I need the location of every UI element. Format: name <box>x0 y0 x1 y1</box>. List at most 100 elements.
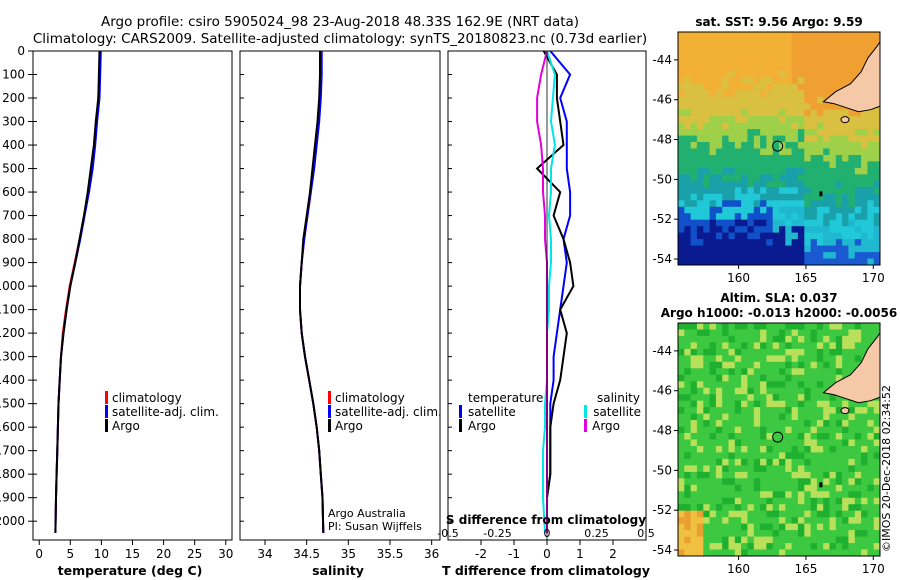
map-cell <box>785 174 793 182</box>
map-cell <box>861 155 868 163</box>
map-cell <box>766 355 774 363</box>
map-cell <box>804 426 812 434</box>
map-cell <box>722 348 730 356</box>
map-cell <box>678 174 685 182</box>
map-cell <box>741 200 748 208</box>
map-cell <box>760 368 767 376</box>
map-cell <box>684 122 692 130</box>
depth-tick-label: 400 <box>2 138 25 152</box>
map-cell <box>848 497 856 505</box>
map-cell <box>715 70 723 78</box>
map-cell <box>867 407 875 415</box>
map-cell <box>678 38 685 46</box>
map-cell <box>816 426 824 434</box>
map-cell <box>867 155 875 163</box>
map-cell <box>797 368 805 376</box>
map-cell <box>842 446 849 454</box>
map-cell <box>728 387 736 395</box>
map-cell <box>772 439 780 447</box>
map-cell <box>690 57 698 65</box>
map-cell <box>848 323 856 331</box>
map-cell <box>829 471 837 479</box>
map-cell <box>804 530 812 538</box>
map-cell <box>741 116 748 124</box>
map-cell <box>741 252 748 260</box>
map-cell <box>779 413 786 421</box>
map-cell <box>703 510 711 518</box>
map-cell <box>848 368 856 376</box>
map-cell <box>854 174 862 182</box>
map-cell <box>797 219 805 227</box>
map-cell <box>753 543 761 551</box>
map-cell <box>772 129 780 137</box>
map-cell <box>848 155 856 163</box>
map-cell <box>867 122 875 130</box>
map-cell <box>734 348 742 356</box>
map-cell <box>823 44 831 52</box>
sst-map-title: sat. SST: 9.56 Argo: 9.59 <box>695 15 862 29</box>
map-cell <box>823 239 831 247</box>
series-line-climatology <box>54 51 102 533</box>
map-cell <box>684 83 692 91</box>
map-cell <box>760 70 767 78</box>
map-cell <box>867 465 875 473</box>
map-cell <box>816 523 824 531</box>
map-cell <box>842 252 849 260</box>
map-cell <box>861 252 868 260</box>
map-cell <box>703 206 711 214</box>
map-cell <box>835 452 843 460</box>
map-cell <box>772 530 780 538</box>
map-cell <box>779 381 786 389</box>
map-cell <box>804 167 812 175</box>
map-cell <box>873 543 880 551</box>
map-cell <box>678 504 685 512</box>
map-cell <box>678 148 685 156</box>
map-cell <box>848 232 856 240</box>
map-cell <box>785 342 793 350</box>
map-cell <box>848 161 856 169</box>
map-cell <box>848 167 856 175</box>
map-cell <box>684 465 692 473</box>
map-cell <box>861 232 868 240</box>
map-cell <box>867 517 875 525</box>
map-cell <box>835 439 843 447</box>
map-cell <box>734 206 742 214</box>
map-cell <box>816 135 824 143</box>
map-cell <box>779 523 786 531</box>
profile-lines <box>54 51 102 533</box>
map-cell <box>722 458 730 466</box>
map-cell <box>848 420 856 428</box>
map-cell <box>753 70 761 78</box>
map-cell <box>816 148 824 156</box>
legend-t-satellite: satellite <box>468 405 516 419</box>
map-cell <box>779 491 786 499</box>
map-cell <box>867 420 875 428</box>
map-cell <box>722 530 730 538</box>
map-cell <box>696 148 704 156</box>
map-cell <box>703 44 711 52</box>
map-cell <box>842 44 849 52</box>
map-cell <box>829 523 837 531</box>
map-cell <box>797 361 805 369</box>
map-cell <box>797 161 805 169</box>
map-cell <box>816 374 824 382</box>
map-cell <box>791 174 799 182</box>
map-cell <box>753 193 761 201</box>
map-cell <box>797 96 805 104</box>
map-cell <box>709 245 717 253</box>
map-cell <box>696 155 704 163</box>
map-cell <box>728 70 736 78</box>
map-cell <box>829 32 837 40</box>
map-cell <box>696 543 704 551</box>
map-cell <box>715 148 723 156</box>
map-cell <box>816 103 824 111</box>
map-cell <box>772 342 780 350</box>
map-cell <box>696 394 704 402</box>
map-cell <box>709 90 717 98</box>
map-cell <box>867 329 875 337</box>
map-cell <box>696 213 704 221</box>
map-cell <box>835 252 843 260</box>
map-cell <box>842 452 849 460</box>
map-cell <box>728 335 736 343</box>
map-cell <box>854 400 862 408</box>
